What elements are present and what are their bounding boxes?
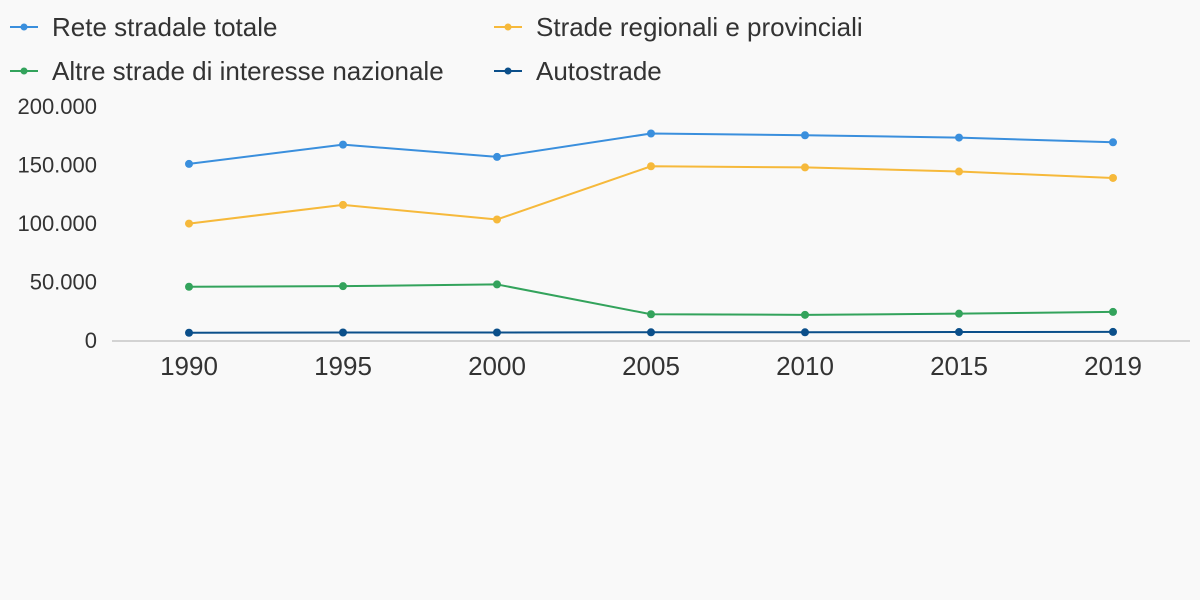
- x-tick-label: 1990: [160, 351, 218, 381]
- data-point[interactable]: [339, 140, 347, 149]
- data-point[interactable]: [647, 310, 655, 319]
- legend-label: Strade regionali e provinciali: [536, 12, 863, 42]
- series: [185, 129, 1117, 168]
- x-tick-label: 1995: [314, 351, 372, 381]
- data-point[interactable]: [185, 328, 193, 337]
- legend-item[interactable]: Rete stradale totale: [10, 12, 277, 42]
- series-line: [188, 165, 1114, 225]
- x-tick-label: 2019: [1084, 351, 1142, 381]
- data-point[interactable]: [493, 280, 501, 289]
- data-point[interactable]: [955, 309, 963, 318]
- legend-marker-dot: [20, 23, 28, 31]
- data-point[interactable]: [647, 328, 655, 337]
- legend-label: Autostrade: [536, 56, 662, 86]
- series: [185, 280, 1117, 319]
- x-tick-label: 2000: [468, 351, 526, 381]
- y-tick-label: 0: [85, 328, 97, 353]
- data-point[interactable]: [801, 131, 809, 140]
- data-point[interactable]: [955, 328, 963, 337]
- data-point[interactable]: [801, 328, 809, 337]
- data-point[interactable]: [1109, 307, 1117, 316]
- data-point[interactable]: [185, 219, 193, 228]
- legend-marker-dot: [504, 67, 512, 75]
- data-point[interactable]: [647, 129, 655, 138]
- y-tick-label: 50.000: [30, 270, 97, 295]
- series-line: [188, 132, 1114, 165]
- series: [185, 162, 1117, 228]
- data-point[interactable]: [647, 162, 655, 171]
- y-tick-label: 200.000: [17, 94, 97, 119]
- legend-label: Altre strade di interesse nazionale: [52, 56, 444, 86]
- data-point[interactable]: [493, 152, 501, 161]
- data-point[interactable]: [955, 167, 963, 176]
- data-point[interactable]: [493, 328, 501, 337]
- data-point[interactable]: [1109, 138, 1117, 147]
- legend-label: Rete stradale totale: [52, 12, 277, 42]
- x-tick-label: 2015: [930, 351, 988, 381]
- data-point[interactable]: [339, 328, 347, 337]
- y-axis: 0 50.000 100.000 150.000 200.000: [17, 94, 97, 353]
- series: [185, 327, 1117, 337]
- data-point[interactable]: [185, 282, 193, 291]
- data-point[interactable]: [1109, 327, 1117, 336]
- legend-item[interactable]: Autostrade: [494, 56, 662, 86]
- y-tick-label: 150.000: [17, 153, 97, 178]
- data-point[interactable]: [339, 282, 347, 291]
- data-point[interactable]: [801, 310, 809, 319]
- data-point[interactable]: [339, 200, 347, 209]
- legend: Rete stradale totale Strade regionali e p…: [10, 12, 863, 86]
- data-point[interactable]: [1109, 173, 1117, 182]
- data-point[interactable]: [185, 159, 193, 168]
- legend-item[interactable]: Strade regionali e provinciali: [494, 12, 863, 42]
- x-axis: 1990 1995 2000 2005 2010 2015 2019: [112, 340, 1190, 381]
- data-point[interactable]: [801, 163, 809, 172]
- x-tick-label: 2005: [622, 351, 680, 381]
- series-layer: [185, 129, 1117, 337]
- data-point[interactable]: [955, 133, 963, 142]
- x-tick-label: 2010: [776, 351, 834, 381]
- legend-item[interactable]: Altre strade di interesse nazionale: [10, 56, 444, 86]
- legend-marker-dot: [20, 67, 28, 75]
- data-point[interactable]: [493, 215, 501, 224]
- legend-marker-dot: [504, 23, 512, 31]
- y-tick-label: 100.000: [17, 211, 97, 236]
